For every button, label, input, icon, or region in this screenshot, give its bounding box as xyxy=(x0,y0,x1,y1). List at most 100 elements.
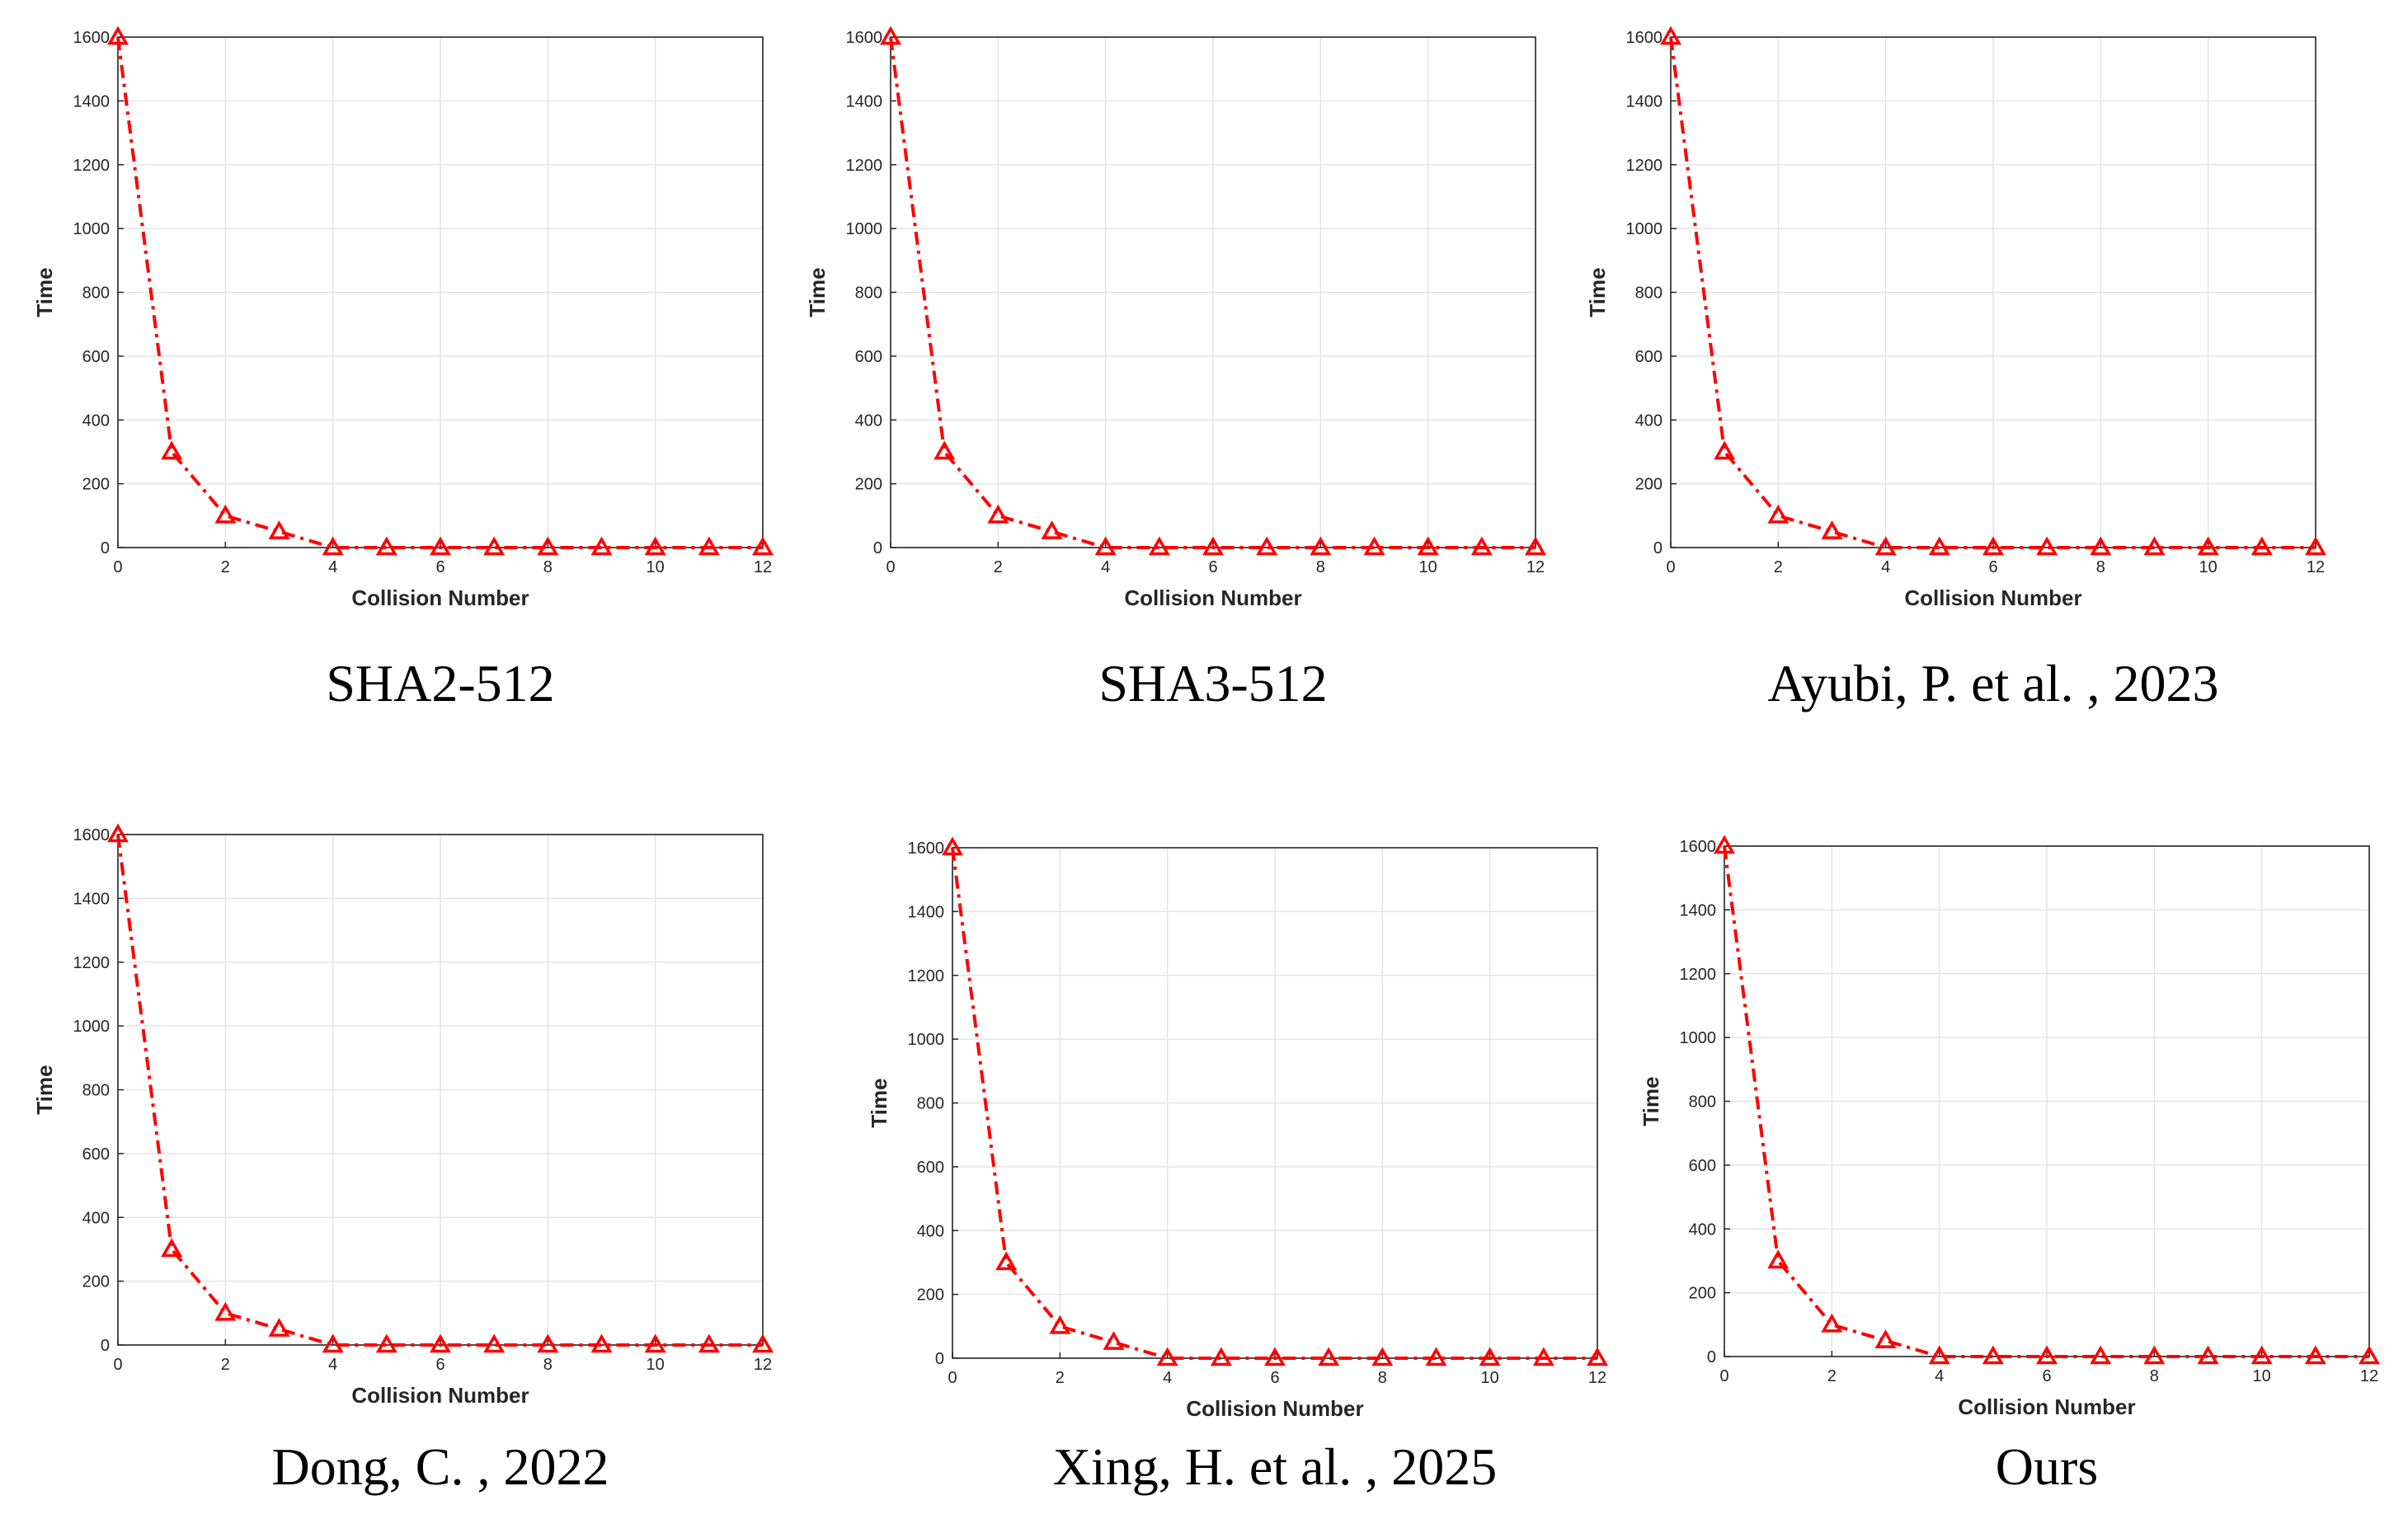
data-point-marker xyxy=(268,520,290,539)
data-point-marker xyxy=(322,1333,344,1353)
data-point-marker xyxy=(751,536,774,556)
data-point-marker xyxy=(1049,1314,1071,1334)
y-tick-label: 1600 xyxy=(73,29,111,47)
y-tick-label: 600 xyxy=(1635,348,1663,366)
series-line xyxy=(951,847,1597,1360)
data-point-marker xyxy=(2090,536,2112,556)
x-tick-label: 12 xyxy=(2360,1367,2378,1385)
series-line xyxy=(889,36,1536,549)
x-tick-label: 8 xyxy=(543,1356,553,1374)
y-tick-label: 1600 xyxy=(1680,838,1717,856)
x-tick-label: 2 xyxy=(221,1356,230,1374)
data-point-marker xyxy=(2090,1345,2112,1365)
y-tick-label: 1400 xyxy=(1626,92,1663,111)
data-point-marker xyxy=(1263,1347,1286,1366)
x-tick-label: 4 xyxy=(1163,1369,1172,1387)
data-point-marker xyxy=(322,536,344,556)
data-point-marker xyxy=(1210,1347,1232,1366)
x-axis-label: Collision Number xyxy=(351,585,529,610)
x-tick-label: 0 xyxy=(113,558,122,576)
data-point-marker xyxy=(1417,536,1439,556)
y-tick-label: 1400 xyxy=(908,903,945,921)
y-tick-label: 1600 xyxy=(1626,29,1663,47)
y-tick-label: 200 xyxy=(855,476,882,494)
data-point-marker xyxy=(1479,1347,1501,1366)
y-tick-label: 1400 xyxy=(846,92,883,111)
y-tick-label: 0 xyxy=(935,1350,944,1368)
data-point-marker xyxy=(268,1318,290,1337)
data-point-marker xyxy=(2143,1345,2166,1365)
y-tick-label: 800 xyxy=(1635,285,1663,303)
data-point-marker xyxy=(537,1333,559,1353)
y-tick-label: 0 xyxy=(873,539,882,557)
data-point-marker xyxy=(987,504,1009,524)
data-point-marker xyxy=(1202,536,1225,556)
x-tick-label: 6 xyxy=(2042,1367,2051,1385)
y-tick-label: 400 xyxy=(1689,1220,1716,1239)
data-point-marker xyxy=(2358,1345,2381,1365)
x-tick-label: 4 xyxy=(328,558,337,576)
data-point-marker xyxy=(2304,536,2327,556)
data-point-marker xyxy=(1928,1345,1950,1365)
y-tick-label: 200 xyxy=(1689,1285,1716,1303)
x-tick-label: 10 xyxy=(647,1356,665,1374)
y-tick-label: 1600 xyxy=(908,839,945,858)
data-point-marker xyxy=(2036,536,2058,556)
panel-caption: SHA2-512 xyxy=(326,654,554,712)
y-tick-label: 200 xyxy=(917,1286,944,1305)
data-point-marker xyxy=(1425,1347,1447,1366)
panel-caption: Xing, H. et al. , 2025 xyxy=(1053,1437,1498,1496)
data-point-marker xyxy=(941,836,964,856)
x-tick-label: 2 xyxy=(1827,1367,1837,1385)
data-point-marker xyxy=(2250,536,2273,556)
x-tick-label: 10 xyxy=(2253,1367,2271,1385)
x-tick-label: 0 xyxy=(1719,1367,1728,1385)
data-point-marker xyxy=(1363,536,1385,556)
x-tick-label: 8 xyxy=(1316,558,1325,576)
x-tick-label: 12 xyxy=(754,1356,772,1374)
data-point-marker xyxy=(2197,1345,2219,1365)
data-point-marker xyxy=(1371,1347,1394,1366)
data-point-marker xyxy=(161,440,183,460)
y-tick-label: 800 xyxy=(855,285,882,303)
data-point-marker xyxy=(644,536,666,556)
data-point-marker xyxy=(1156,1347,1178,1366)
y-tick-label: 800 xyxy=(82,285,110,303)
data-point-marker xyxy=(2035,1345,2058,1365)
y-tick-label: 800 xyxy=(1689,1093,1716,1112)
y-tick-label: 400 xyxy=(1635,411,1663,430)
x-tick-label: 0 xyxy=(113,1356,122,1374)
y-tick-label: 1200 xyxy=(908,967,945,985)
y-tick-label: 400 xyxy=(917,1222,944,1240)
data-point-marker xyxy=(106,26,129,45)
y-tick-label: 1400 xyxy=(1680,901,1717,919)
panel-caption: Dong, C. , 2022 xyxy=(272,1437,609,1496)
y-tick-label: 600 xyxy=(855,348,882,366)
panel-caption: Ours xyxy=(1996,1437,2098,1496)
data-point-marker xyxy=(644,1333,666,1353)
data-point-marker xyxy=(1318,1347,1340,1366)
x-tick-label: 12 xyxy=(754,558,772,576)
x-axis-label: Collision Number xyxy=(1958,1394,2135,1419)
data-point-marker xyxy=(879,26,902,45)
data-point-marker xyxy=(161,1238,183,1258)
data-point-marker xyxy=(1821,1313,1843,1333)
data-point-marker xyxy=(1714,440,1736,460)
data-point-marker xyxy=(1874,536,1897,556)
x-tick-label: 10 xyxy=(1481,1369,1499,1387)
data-point-marker xyxy=(429,536,452,556)
x-tick-label: 2 xyxy=(1774,558,1783,576)
x-tick-label: 0 xyxy=(948,1369,957,1387)
data-point-marker xyxy=(698,536,720,556)
x-axis-label: Collision Number xyxy=(1904,585,2081,610)
y-tick-label: 600 xyxy=(82,1145,110,1164)
y-tick-label: 200 xyxy=(82,476,110,494)
data-point-marker xyxy=(483,1333,506,1353)
data-point-marker xyxy=(1256,536,1278,556)
x-tick-label: 6 xyxy=(1988,558,1997,576)
data-point-marker xyxy=(1767,1249,1790,1269)
x-axis-label: Collision Number xyxy=(351,1383,529,1408)
y-tick-label: 1400 xyxy=(73,890,111,908)
chart-panel: 0 2 4 6 8 10 12 0 200 400 600 800 1000 1200 1400 1600 Co… xyxy=(1639,835,2381,1496)
y-axis-label: Time xyxy=(32,1065,57,1114)
